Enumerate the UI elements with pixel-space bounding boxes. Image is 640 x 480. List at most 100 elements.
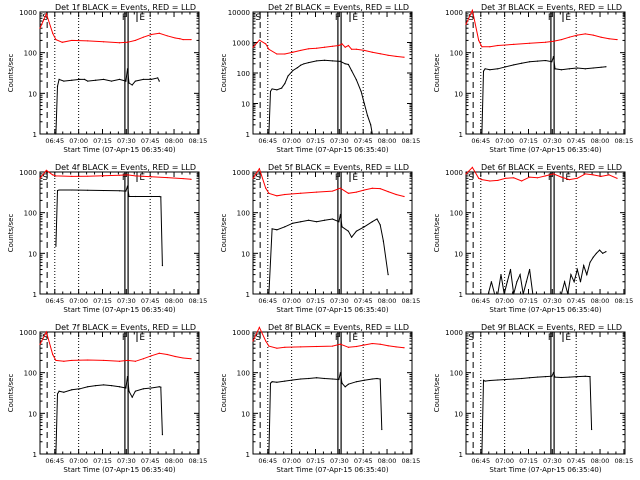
data-point [281,87,283,89]
data-point [355,48,357,50]
x-tick-label: 06:45 [45,297,64,305]
data-point [521,62,523,64]
data-point [465,23,467,25]
data-point [56,85,59,87]
panel-title: Det 9f BLACK = Events, RED = LLD [481,323,622,332]
data-point [87,189,89,191]
y-tick-label: 1000 [19,329,37,337]
data-point [150,78,152,81]
data-point [536,60,539,62]
data-point [134,390,136,392]
data-point [376,218,378,220]
data-point [134,39,136,42]
data-point [125,387,127,389]
data-point [71,175,73,177]
lld-rate-line [252,39,405,58]
plot-frame [465,331,626,455]
y-tick-label: 1000 [19,9,37,17]
data-point [360,90,362,92]
y-tick-label: 10 [454,410,463,418]
data-point [276,89,278,91]
y-axis-label: Counts/sec [7,54,15,93]
x-tick-label: 07:00 [69,137,88,145]
data-point [560,38,563,41]
data-point [284,226,286,228]
data-point [536,376,539,378]
data-point [568,179,570,181]
data-point [276,195,278,197]
data-point [563,281,566,283]
data-point [161,433,164,436]
event-rate-line [55,376,163,455]
data-point [503,293,505,295]
data-point [529,61,531,63]
y-tick-label: 1000 [232,40,250,48]
data-point [497,68,499,70]
data-point [347,63,349,66]
x-tick-label: 07:00 [282,137,301,145]
y-tick-label: 100 [237,70,250,78]
event-rate-line [55,68,160,135]
data-point [341,43,343,45]
x-axis-label: Start Time (07-Apr-15 06:35:40) [276,306,388,314]
data-point [126,174,129,176]
x-tick-label: 07:00 [495,137,514,145]
data-point [482,379,485,381]
data-point [55,133,57,135]
x-tick-label: 08:00 [165,297,184,305]
data-point [529,377,531,379]
marker-label-F: F [335,333,340,343]
x-tick-label: 07:30 [543,137,562,145]
data-point [616,38,618,41]
data-point [481,133,483,135]
plot-frame [252,171,413,295]
data-point [379,378,381,380]
data-point [338,378,340,381]
data-point [284,53,286,55]
data-point [316,345,318,348]
data-point [128,195,130,198]
lld-rate-line [39,12,191,44]
data-point [150,387,152,389]
panel-6: Det 6f BLACK = Events, RED = LLD 1 10 100 10… [433,163,633,314]
data-point [560,69,563,71]
data-point [489,379,491,382]
data-point [118,42,121,44]
data-point [103,384,105,386]
x-tick-label: 08:00 [378,137,397,145]
x-tick-label: 06:45 [471,457,490,465]
panel-8: Det 8f BLACK = Events, RED = LLD 1 10 100 10… [220,323,420,474]
data-point [142,78,144,81]
marker-label-S: S [42,333,48,343]
x-axis-label: Start Time (07-Apr-15 06:35:40) [489,466,601,474]
y-tick-label: 10 [241,250,250,258]
data-point [494,293,496,295]
y-tick-label: 1000 [445,329,463,337]
data-point [331,60,334,62]
panel-3: Det 3f BLACK = Events, RED = LLD 1 10 100 10… [433,3,633,154]
data-point [506,281,508,283]
data-point [379,188,381,190]
data-point [347,230,349,232]
data-point [87,175,89,177]
data-point [128,82,130,84]
x-tick-label: 07:00 [495,457,514,465]
x-tick-label: 07:45 [567,457,586,465]
data-point [276,229,278,231]
panel-1: Det 1f BLACK = Events, RED = LLD 1 10 100 10… [7,3,207,154]
y-tick-label: 10000 [228,9,250,17]
event-rate-line [268,214,389,295]
data-point [505,66,507,68]
data-point [182,38,184,41]
data-point [161,264,164,267]
data-point [589,376,591,378]
y-tick-label: 1 [33,131,37,139]
data-point [338,221,340,223]
data-point [347,346,349,348]
data-point [347,383,349,385]
x-tick-label: 08:00 [591,297,610,305]
data-point [125,190,127,192]
data-point [87,40,89,42]
data-point [522,293,524,295]
data-point [341,382,343,384]
